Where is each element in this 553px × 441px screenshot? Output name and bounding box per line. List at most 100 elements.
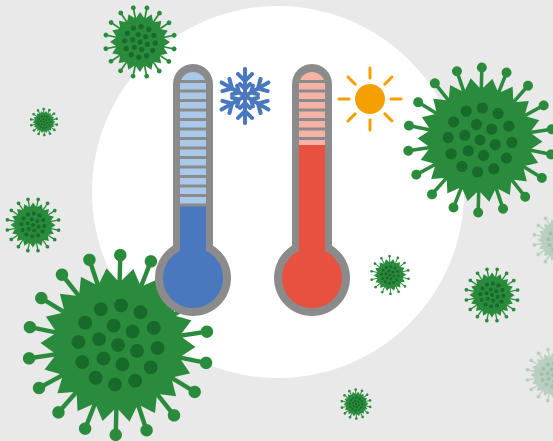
virus-tip <box>355 417 358 420</box>
virus-tip <box>495 318 499 323</box>
virus-tip <box>373 262 377 265</box>
virus-dot <box>136 54 142 60</box>
virus-dot <box>78 315 93 330</box>
virus-dot <box>143 53 150 59</box>
virus-tip <box>166 20 172 26</box>
virus-dot <box>130 25 137 31</box>
virus-dot <box>131 44 138 50</box>
virus-tip <box>26 197 30 202</box>
virus-dot <box>476 102 488 114</box>
virus-dot <box>24 232 29 237</box>
virus-dot <box>106 318 121 333</box>
virus-dot <box>470 118 483 130</box>
virus-tip <box>348 415 352 419</box>
virus-dot <box>541 366 546 371</box>
scale-mark <box>180 89 206 93</box>
virus-dot <box>546 376 551 381</box>
virus-tip <box>157 10 162 16</box>
virus-tip <box>109 428 122 441</box>
virus-tip <box>380 290 384 294</box>
virus-tip <box>103 46 109 52</box>
virus-tip <box>188 385 201 399</box>
virus-dot <box>360 406 363 409</box>
virus-dot <box>492 108 504 120</box>
virus-dot <box>36 224 41 229</box>
virus-dot <box>393 266 397 270</box>
virus-dot <box>92 332 106 347</box>
virus-tip <box>426 189 437 200</box>
virus-dot <box>547 242 552 247</box>
virus-dot <box>357 403 361 407</box>
virus-dot <box>88 370 103 385</box>
virus-tip <box>103 32 109 38</box>
virus-tip <box>370 278 374 281</box>
virus-dot <box>20 227 25 232</box>
bulb-fill <box>282 248 342 308</box>
virus-dot <box>129 37 136 43</box>
virus-dot <box>32 228 37 233</box>
virus-tip <box>114 248 127 262</box>
virus-tip <box>529 387 534 392</box>
virus-tip <box>529 358 534 363</box>
scale-mark <box>180 137 206 140</box>
virus-tip <box>511 307 516 312</box>
virus-dot <box>489 139 501 151</box>
virus-tip <box>451 66 462 77</box>
virus-tip <box>32 112 35 116</box>
virus-tip <box>144 255 158 268</box>
virus-dot <box>29 217 34 222</box>
scale-mark <box>180 175 206 178</box>
virus-dot <box>478 292 483 297</box>
virus-tip <box>407 277 410 281</box>
scale-mark <box>299 118 325 121</box>
virus-dot <box>488 287 493 292</box>
scale-mark <box>180 127 206 131</box>
virus-dot <box>133 305 148 320</box>
virus-dot <box>549 367 553 372</box>
virus-dot <box>500 288 505 293</box>
virus-tip <box>536 351 541 356</box>
virus-dot <box>40 229 45 234</box>
bulb-fill <box>163 248 223 308</box>
virus-dot <box>395 278 399 282</box>
virus-dot <box>494 289 499 294</box>
virus-dot <box>42 118 45 121</box>
branch <box>238 82 252 92</box>
virus-dot <box>488 163 500 175</box>
virus-tip <box>368 399 372 402</box>
virus-tip <box>504 314 509 319</box>
branch <box>248 95 260 109</box>
sun-ray <box>383 112 394 123</box>
scale-mark <box>180 118 206 121</box>
virus-dot <box>388 273 392 277</box>
snow-arm <box>219 76 247 98</box>
scale-mark <box>299 99 325 102</box>
virus-tip <box>53 128 56 132</box>
virus-dot <box>42 126 45 129</box>
branch <box>236 72 254 84</box>
virus-dot <box>125 324 140 339</box>
virus-dot <box>354 402 358 406</box>
viruses <box>5 5 553 441</box>
virus-tip <box>52 237 57 242</box>
virus-dot <box>456 160 468 172</box>
virus-tip <box>361 415 364 419</box>
scale-mark <box>299 108 325 112</box>
virus-tip <box>144 73 150 79</box>
virus-tip <box>498 203 509 214</box>
virus-dot <box>489 304 494 309</box>
virus-dot <box>150 341 165 355</box>
virus <box>370 254 410 296</box>
virus-dot <box>130 343 144 358</box>
virus-tip <box>495 267 499 272</box>
virus-tip <box>360 389 364 393</box>
virus-dot <box>144 41 151 47</box>
virus-dot <box>355 396 358 399</box>
virus-tip <box>52 208 57 213</box>
virus-tip <box>56 218 61 222</box>
virus-tip <box>171 32 177 38</box>
virus-tip <box>118 68 123 74</box>
virus-dot <box>357 400 360 403</box>
virus-tip <box>511 278 516 283</box>
virus-tip <box>368 405 372 409</box>
